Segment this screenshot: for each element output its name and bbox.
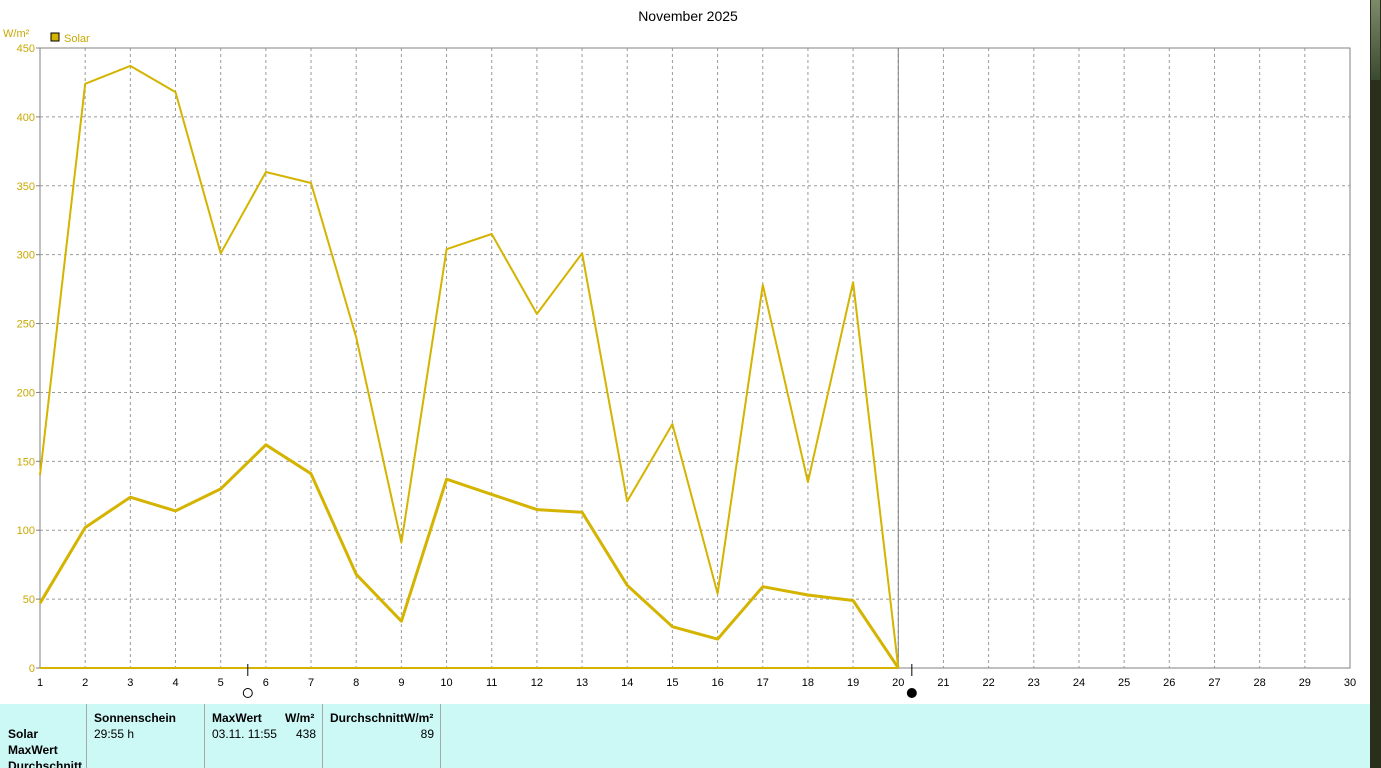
x-tick-label-8: 8 (353, 677, 359, 689)
x-tick-label-13: 13 (576, 677, 588, 689)
legend-swatch-solar (50, 32, 60, 42)
sunshine-value: 29:55 h (94, 727, 135, 741)
x-tick-label-5: 5 (218, 677, 224, 689)
x-tick-label-27: 27 (1208, 677, 1220, 689)
x-tick-label-12: 12 (531, 677, 543, 689)
x-tick-label-9: 9 (398, 677, 404, 689)
row-label-solar: Solar (8, 727, 39, 741)
new-moon-icon (906, 688, 917, 698)
y-tick-label-400: 400 (17, 112, 35, 124)
x-tick-label-24: 24 (1073, 677, 1085, 689)
x-tick-label-14: 14 (621, 677, 633, 689)
x-tick-label-3: 3 (127, 677, 133, 689)
x-tick-label-18: 18 (802, 677, 814, 689)
moon-marker-layer (242, 664, 917, 698)
plot-area-border (39, 47, 1351, 669)
x-tick-label-20: 20 (892, 677, 904, 689)
x-tick-label-19: 19 (847, 677, 859, 689)
legend-label-solar: Solar (64, 33, 90, 45)
series-line-2 (38, 443, 900, 669)
y-tick-label-0: 0 (29, 663, 35, 675)
max-unit-header: W/m² (285, 711, 315, 725)
x-tick-label-23: 23 (1028, 677, 1040, 689)
x-tick-label-16: 16 (711, 677, 723, 689)
summary-table: Sonnenschein MaxWert W/m² DurchschnittW/… (0, 704, 1370, 768)
row-label-durchschnitt: Durchschnitt (8, 759, 83, 768)
y-tick-label-100: 100 (17, 525, 35, 537)
max-header: MaxWert (212, 711, 262, 725)
row-label-maxwert: MaxWert (8, 743, 58, 757)
chart-title: November 2025 (638, 8, 738, 24)
grid-layer (40, 48, 1350, 668)
x-tick-label-17: 17 (757, 677, 769, 689)
x-tick-label-11: 11 (486, 677, 497, 689)
x-tick-label-4: 4 (172, 677, 178, 689)
desktop-edge-strip (1370, 0, 1381, 768)
x-tick-label-29: 29 (1299, 677, 1311, 689)
max-datetime: 03.11. 11:55 (212, 727, 277, 741)
y-tick-label-50: 50 (23, 594, 35, 606)
max-value: 438 (295, 727, 316, 741)
y-tick-label-350: 350 (17, 181, 35, 193)
x-tick-label-15: 15 (666, 677, 678, 689)
y-axis-unit: W/m² (3, 28, 30, 40)
y-tick-label-300: 300 (17, 250, 35, 262)
series-line-1 (39, 64, 900, 669)
average-column (322, 704, 441, 768)
x-tick-label-1: 1 (37, 677, 43, 689)
solar-chart: November 2025 W/m² Solar 0 50 100 150 200 250… (3, 8, 1356, 698)
sunshine-header: Sonnenschein (94, 711, 177, 725)
full-moon-icon (242, 688, 253, 698)
y-tick-label-450: 450 (17, 43, 35, 55)
x-tick-label-21: 21 (937, 677, 949, 689)
x-tick-label-30: 30 (1344, 677, 1356, 689)
series-layer (38, 64, 900, 669)
y-tick-label-250: 250 (17, 319, 35, 331)
x-tick-label-6: 6 (263, 677, 269, 689)
x-tick-label-26: 26 (1163, 677, 1175, 689)
max-column (204, 704, 323, 768)
y-tick-label-200: 200 (17, 387, 35, 399)
average-header: DurchschnittW/m² (330, 711, 434, 725)
sunshine-column (86, 704, 205, 768)
average-value: 89 (420, 727, 434, 741)
x-tick-label-28: 28 (1254, 677, 1266, 689)
x-tick-label-7: 7 (308, 677, 314, 689)
x-tick-label-2: 2 (82, 677, 88, 689)
table-end-divider (440, 704, 442, 768)
x-tick-label-25: 25 (1118, 677, 1130, 689)
x-tick-label-22: 22 (982, 677, 994, 689)
y-tick-label-150: 150 (17, 456, 35, 468)
x-tick-label-10: 10 (440, 677, 452, 689)
